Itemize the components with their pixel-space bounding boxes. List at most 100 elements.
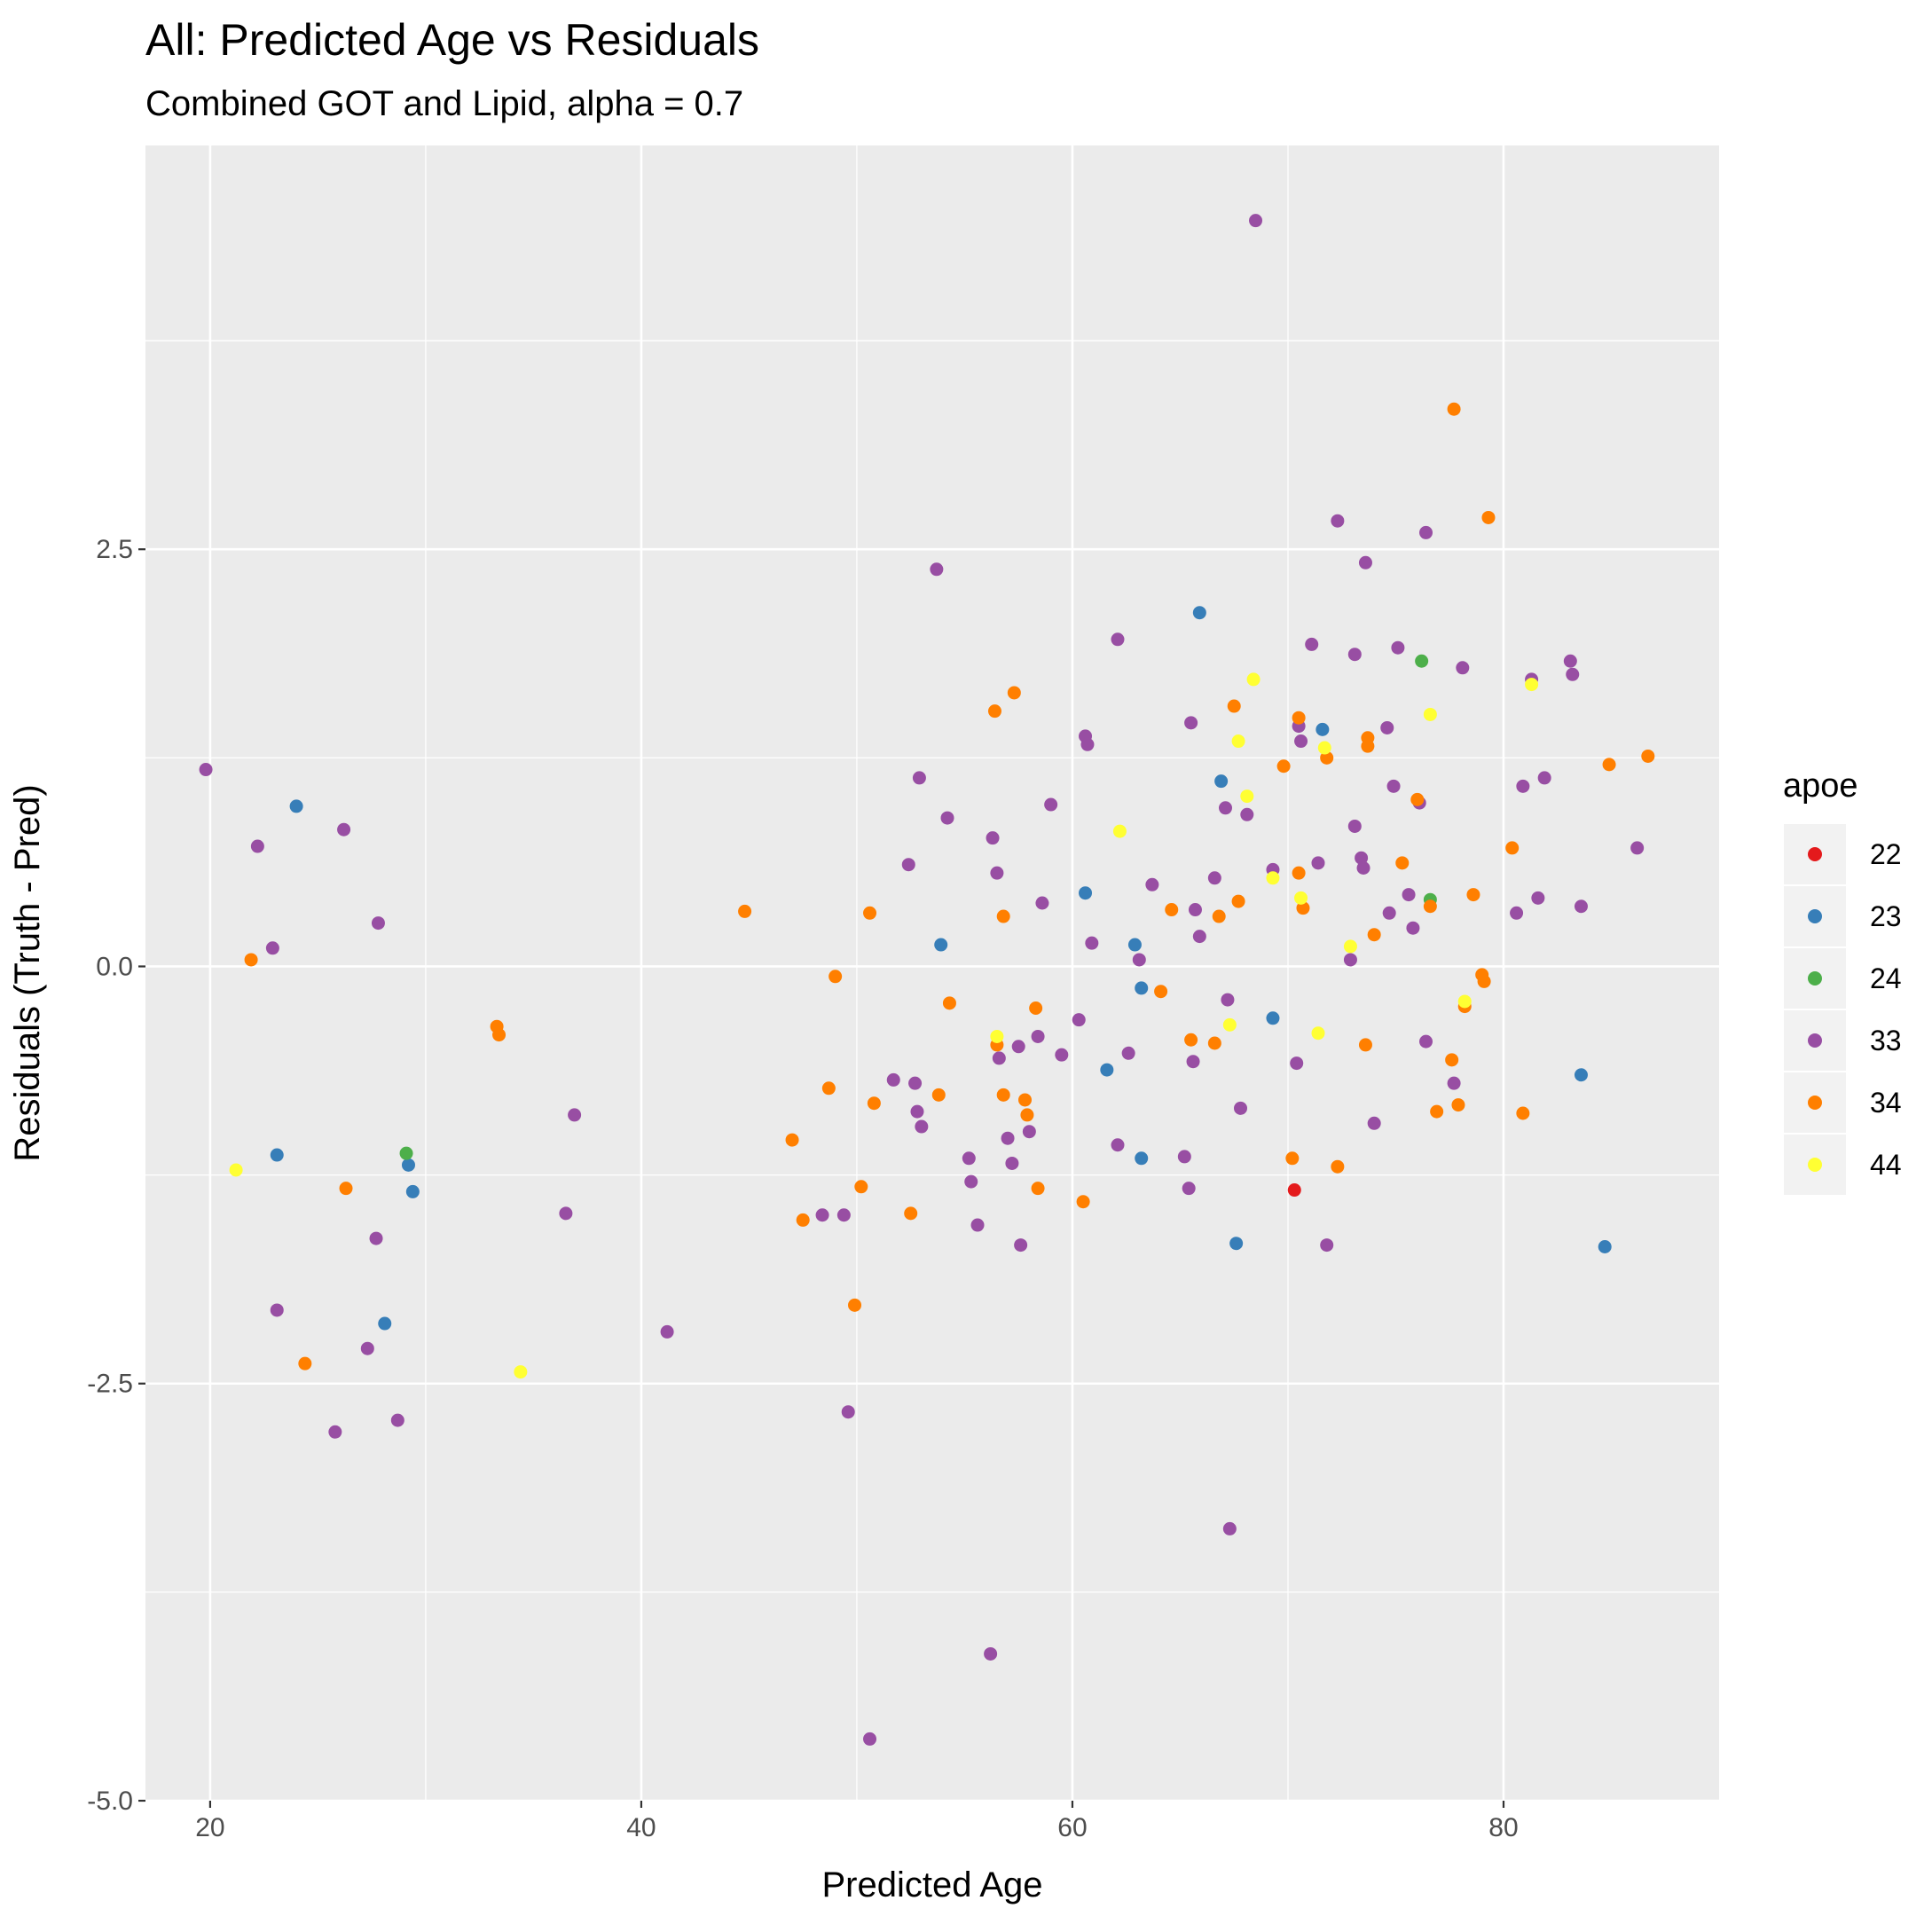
legend-label-34: 34 [1870, 1087, 1902, 1119]
y-axis-title: Residuals (Truth - Pred) [8, 784, 47, 1161]
point-apoe-33 [250, 839, 264, 853]
point-apoe-34 [867, 1096, 881, 1111]
point-apoe-33 [1240, 807, 1254, 821]
point-apoe-33 [836, 1208, 851, 1222]
point-apoe-33 [964, 1174, 978, 1189]
point-apoe-33 [390, 1413, 404, 1427]
point-apoe-33 [940, 811, 954, 825]
point-apoe-34 [829, 970, 843, 984]
y-tick-label: 2.5 [96, 535, 133, 564]
point-apoe-33 [360, 1341, 374, 1355]
point-apoe-34 [987, 704, 1001, 719]
point-apoe-33 [1085, 936, 1099, 950]
point-apoe-33 [1111, 632, 1125, 647]
point-apoe-44 [1311, 1026, 1325, 1041]
point-apoe-33 [1044, 797, 1058, 812]
point-apoe-34 [1447, 402, 1461, 416]
point-apoe-33 [1367, 1116, 1381, 1130]
point-apoe-22 [1287, 1183, 1301, 1198]
point-apoe-33 [1311, 856, 1325, 870]
point-apoe-44 [1246, 672, 1261, 687]
point-apoe-34 [1361, 739, 1375, 753]
point-apoe-34 [785, 1133, 799, 1147]
point-apoe-44 [229, 1163, 243, 1177]
point-apoe-33 [1186, 1055, 1200, 1069]
point-apoe-34 [1602, 758, 1616, 772]
point-apoe-33 [1221, 993, 1235, 1007]
point-apoe-33 [337, 822, 351, 836]
point-apoe-33 [1419, 1034, 1433, 1048]
point-apoe-34 [1395, 856, 1410, 870]
legend: apoe 22 23 24 33 34 44 [1782, 767, 1902, 1197]
point-apoe-33 [1343, 953, 1357, 967]
point-apoe-33 [1456, 661, 1470, 675]
point-apoe-23 [270, 1148, 284, 1162]
point-apoe-23 [934, 938, 948, 952]
point-apoe-33 [1031, 1029, 1045, 1043]
y-tick-label: -5.0 [87, 1787, 133, 1816]
point-apoe-44 [1231, 734, 1245, 749]
point-apoe-34 [1296, 901, 1310, 915]
point-apoe-33 [270, 1303, 284, 1317]
point-apoe-34 [848, 1298, 862, 1312]
point-apoe-33 [1022, 1125, 1036, 1139]
point-apoe-33 [912, 771, 926, 785]
point-apoe-34 [1320, 750, 1334, 765]
point-apoe-33 [908, 1076, 923, 1090]
y-tick-label: -2.5 [87, 1370, 133, 1399]
point-apoe-34 [1207, 1036, 1221, 1050]
point-apoe-23 [1127, 938, 1142, 952]
point-apoe-34 [1430, 1104, 1444, 1119]
point-apoe-44 [1112, 824, 1127, 838]
chart-title: All: Predicted Age vs Residuals [145, 15, 759, 65]
point-apoe-33 [1510, 906, 1524, 920]
point-apoe-34 [1481, 510, 1496, 524]
point-apoe-33 [1005, 1156, 1019, 1170]
x-tick-label: 80 [1488, 1813, 1518, 1842]
point-apoe-34 [1231, 894, 1245, 908]
point-apoe-34 [1477, 974, 1491, 988]
point-apoe-24 [399, 1146, 413, 1160]
point-apoe-34 [1367, 928, 1381, 942]
point-apoe-33 [841, 1405, 855, 1419]
point-apoe-33 [559, 1206, 573, 1221]
point-apoe-33 [1382, 906, 1396, 920]
point-apoe-34 [1358, 1038, 1372, 1052]
point-apoe-44 [1423, 707, 1437, 721]
point-apoe-33 [1406, 921, 1420, 935]
legend-title: apoe [1783, 767, 1858, 805]
point-apoe-34 [1445, 1053, 1459, 1067]
point-apoe-33 [328, 1425, 342, 1439]
point-apoe-33 [371, 916, 385, 931]
chart-subtitle: Combined GOT and Lipid, alpha = 0.7 [145, 84, 743, 123]
point-apoe-34 [1031, 1182, 1045, 1196]
point-apoe-34 [1292, 711, 1306, 725]
point-apoe-33 [1347, 648, 1362, 662]
point-apoe-33 [930, 562, 944, 577]
point-apoe-33 [984, 1646, 998, 1661]
point-apoe-23 [1229, 1237, 1244, 1251]
point-apoe-34 [244, 953, 258, 967]
point-apoe-33 [1001, 1131, 1015, 1145]
y-tick-label: 0.0 [96, 952, 133, 981]
point-apoe-34 [1154, 985, 1168, 999]
point-apoe-44 [1343, 939, 1357, 954]
point-apoe-33 [986, 831, 1000, 845]
point-apoe-23 [1079, 886, 1093, 900]
point-apoe-33 [915, 1119, 929, 1134]
point-apoe-33 [1574, 899, 1588, 914]
point-apoe-33 [1537, 771, 1551, 785]
point-apoe-34 [1020, 1108, 1034, 1122]
point-apoe-33 [990, 866, 1004, 880]
point-apoe-33 [992, 1051, 1006, 1065]
point-apoe-33 [1630, 841, 1645, 855]
point-apoe-33 [1419, 525, 1433, 539]
point-apoe-23 [1214, 774, 1229, 789]
plot-panel [145, 145, 1719, 1801]
point-apoe-33 [1011, 1040, 1025, 1054]
point-apoe-44 [1294, 891, 1308, 905]
point-apoe-23 [1135, 1151, 1149, 1166]
point-apoe-34 [1212, 909, 1226, 923]
point-apoe-33 [1121, 1046, 1135, 1060]
